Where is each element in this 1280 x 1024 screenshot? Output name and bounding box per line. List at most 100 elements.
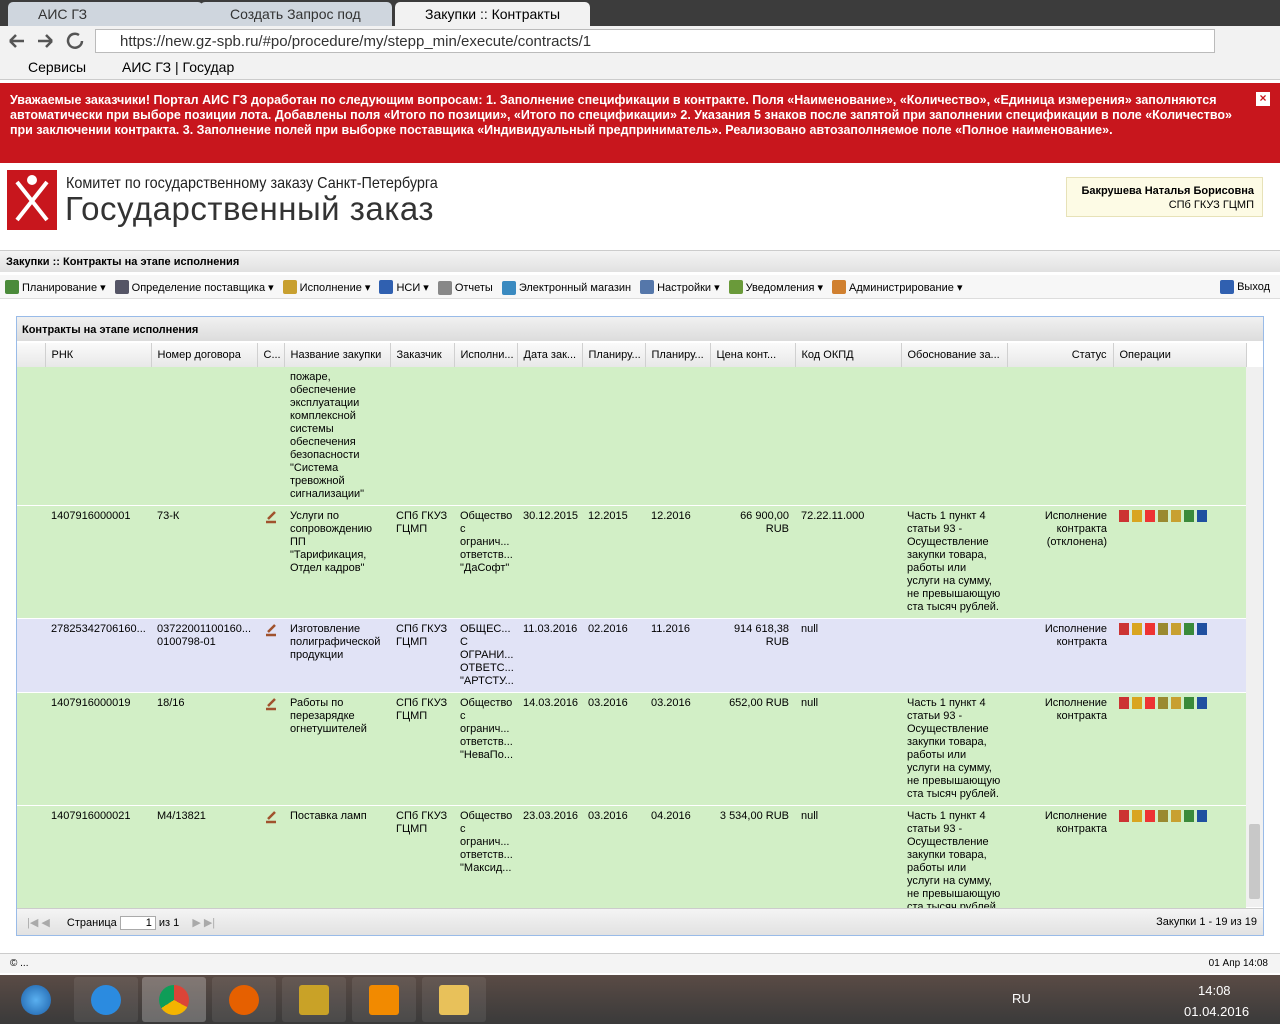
cell-basis bbox=[901, 367, 1007, 506]
org-name: Комитет по государственному заказу Санкт… bbox=[66, 175, 438, 192]
page-input[interactable]: 1 bbox=[119, 916, 156, 930]
cell-price: 3 534,00 RUB bbox=[710, 805, 795, 919]
close-button[interactable]: × bbox=[1256, 92, 1270, 106]
column-header[interactable]: Номер договора bbox=[151, 343, 258, 367]
menu-item[interactable]: НСИ ▾ bbox=[374, 275, 432, 299]
column-header[interactable]: Цена конт... bbox=[710, 343, 796, 367]
menu-item[interactable]: Отчеты bbox=[433, 276, 497, 300]
column-header[interactable]: Статус bbox=[1007, 343, 1114, 367]
column-header[interactable]: С... bbox=[257, 343, 285, 367]
tab[interactable]: Закупки :: Контракты bbox=[395, 2, 590, 26]
cell-supplier: Общество с огранич... ответств... "ДаСоф… bbox=[454, 505, 517, 619]
grid-row[interactable]: пожаре, обеспечение эксплуатации комплек… bbox=[17, 367, 1246, 506]
bookmarks-bar: Сервисы АИС ГЗ | Государ bbox=[0, 56, 1280, 80]
cell bbox=[17, 367, 45, 506]
cell-icon bbox=[257, 505, 284, 619]
url-bar[interactable]: https://new.gz-spb.ru/#po/procedure/my/s… bbox=[95, 29, 1215, 53]
menu-item[interactable]: Исполнение ▾ bbox=[278, 275, 375, 299]
nav-buttons[interactable] bbox=[6, 30, 86, 52]
language[interactable]: RU bbox=[1012, 991, 1031, 1006]
column-header[interactable]: Дата зак... bbox=[517, 343, 583, 367]
column-header[interactable]: РНК bbox=[45, 343, 152, 367]
cell-plan-start bbox=[582, 367, 645, 506]
cell bbox=[17, 618, 45, 693]
cell-price: 652,00 RUB bbox=[710, 692, 795, 806]
menu-item[interactable]: Администрирование ▾ bbox=[827, 275, 966, 299]
exit-button[interactable]: Выход bbox=[1215, 275, 1274, 299]
notice: Уважаемые заказчики! Портал АИС ГЗ дораб… bbox=[0, 83, 1280, 163]
panel-header: Контракты на этапе исполнения bbox=[17, 317, 1263, 341]
start-button[interactable] bbox=[4, 977, 68, 1022]
column-header[interactable]: Операции bbox=[1113, 343, 1247, 367]
gavel-icon bbox=[266, 811, 276, 824]
cell-basis: Часть 1 пункт 4 статьи 93 - Осуществлени… bbox=[901, 692, 1007, 806]
scrollbar[interactable] bbox=[1246, 367, 1263, 907]
cell-customer bbox=[390, 367, 454, 506]
column-header[interactable]: Название закупки bbox=[284, 343, 391, 367]
column-header[interactable]: Планиру... bbox=[582, 343, 646, 367]
cell-name: пожаре, обеспечение эксплуатации комплек… bbox=[284, 367, 390, 506]
cell-supplier: Общество с огранич... ответств... "НеваП… bbox=[454, 692, 517, 806]
cell-status: Исполнение контракта bbox=[1007, 618, 1113, 693]
cell-price: 914 618,38 RUB bbox=[710, 618, 795, 693]
cell bbox=[17, 692, 45, 806]
tab[interactable]: АИС ГЗ bbox=[8, 2, 203, 26]
cell-date: 30.12.2015 bbox=[517, 505, 582, 619]
cell-status: Исполнение контракта (отклонена) bbox=[1007, 505, 1113, 619]
cell-icon bbox=[257, 805, 284, 919]
cell-rnk: 1407916000001 bbox=[45, 505, 151, 619]
cell-plan-start: 03.2016 bbox=[582, 805, 645, 919]
grid-row[interactable]: 1407916000021 М4/13821 Поставка ламп СПб ГК… bbox=[17, 805, 1246, 919]
cell-customer: СПб ГКУЗ ГЦМП bbox=[390, 805, 454, 919]
grid-row[interactable]: 27825342706160... 03722001100160... 01007… bbox=[17, 618, 1246, 693]
clock-date: 01.04.2016 bbox=[1184, 1004, 1250, 1019]
cell-name: Услуги по сопровождению ПП "Тарификация,… bbox=[284, 505, 390, 619]
pager-summary: Закупки 1 - 19 из 19 bbox=[1156, 916, 1257, 928]
column-header[interactable]: Планиру... bbox=[645, 343, 711, 367]
cell-icon bbox=[257, 692, 284, 806]
cell-plan-end: 03.2016 bbox=[645, 692, 710, 806]
menu-item[interactable]: Настройки ▾ bbox=[635, 275, 724, 299]
column-header[interactable]: Обоснование за... bbox=[901, 343, 1008, 367]
task-icon[interactable] bbox=[422, 977, 486, 1022]
menu-item[interactable]: Электронный магазин bbox=[497, 276, 635, 300]
cell-number: М4/13821 bbox=[151, 805, 257, 919]
user-box: Бакрушева Наталья Борисовна СПб ГКУЗ ГЦМП bbox=[1066, 177, 1263, 217]
column-header[interactable]: Заказчик bbox=[390, 343, 455, 367]
task-icon[interactable] bbox=[212, 977, 276, 1022]
page-label: Страница bbox=[66, 917, 117, 929]
tab[interactable]: Создать Запрос под bbox=[200, 2, 392, 26]
grid-row[interactable]: 1407916000019 18/16 Работы по перезарядке … bbox=[17, 692, 1246, 806]
menu-item[interactable]: Уведомления ▾ bbox=[724, 275, 827, 299]
task-icon[interactable] bbox=[74, 977, 138, 1022]
cell-date: 11.03.2016 bbox=[517, 618, 582, 693]
cell-okpd: null bbox=[795, 618, 901, 693]
cell-name: Работы по перезарядке огнетушителей bbox=[284, 692, 390, 806]
cell-price: 66 900,00 RUB bbox=[710, 505, 795, 619]
cell-status: Исполнение контракта bbox=[1007, 692, 1113, 806]
cell-rnk bbox=[45, 367, 151, 506]
column-header[interactable]: Код ОКПД bbox=[795, 343, 902, 367]
task-icon[interactable] bbox=[352, 977, 416, 1022]
cell-okpd: 72.22.11.000 bbox=[795, 505, 901, 619]
cell-number: 73-К bbox=[151, 505, 257, 619]
grid-row[interactable]: 1407916000001 73-К Услуги по сопровождению… bbox=[17, 505, 1246, 619]
bookmark[interactable]: Сервисы bbox=[28, 59, 87, 75]
page-title-text: Закупки :: Контракты на этапе исполнения bbox=[6, 256, 240, 268]
menu-item[interactable]: Планирование ▾ bbox=[0, 275, 110, 299]
logo bbox=[7, 170, 57, 230]
bookmark[interactable]: АИС ГЗ | Государ bbox=[122, 59, 235, 75]
user-org: СПб ГКУЗ ГЦМП bbox=[1168, 199, 1254, 211]
task-icon[interactable] bbox=[282, 977, 346, 1022]
panel-title: Контракты на этапе исполнения bbox=[22, 324, 199, 336]
cell-supplier: Общество с огранич... ответств... "Макси… bbox=[454, 805, 517, 919]
column-header[interactable]: Исполни... bbox=[454, 343, 518, 367]
cell-number: 18/16 bbox=[151, 692, 257, 806]
task-icon[interactable] bbox=[142, 977, 206, 1022]
cell-date: 14.03.2016 bbox=[517, 692, 582, 806]
gavel-icon bbox=[266, 511, 276, 524]
taskbar: RU 14:08 01.04.2016 bbox=[0, 975, 1280, 1024]
cell-basis: Часть 1 пункт 4 статьи 93 - Осуществлени… bbox=[901, 805, 1007, 919]
menu-item[interactable]: Определение поставщика ▾ bbox=[110, 275, 278, 299]
